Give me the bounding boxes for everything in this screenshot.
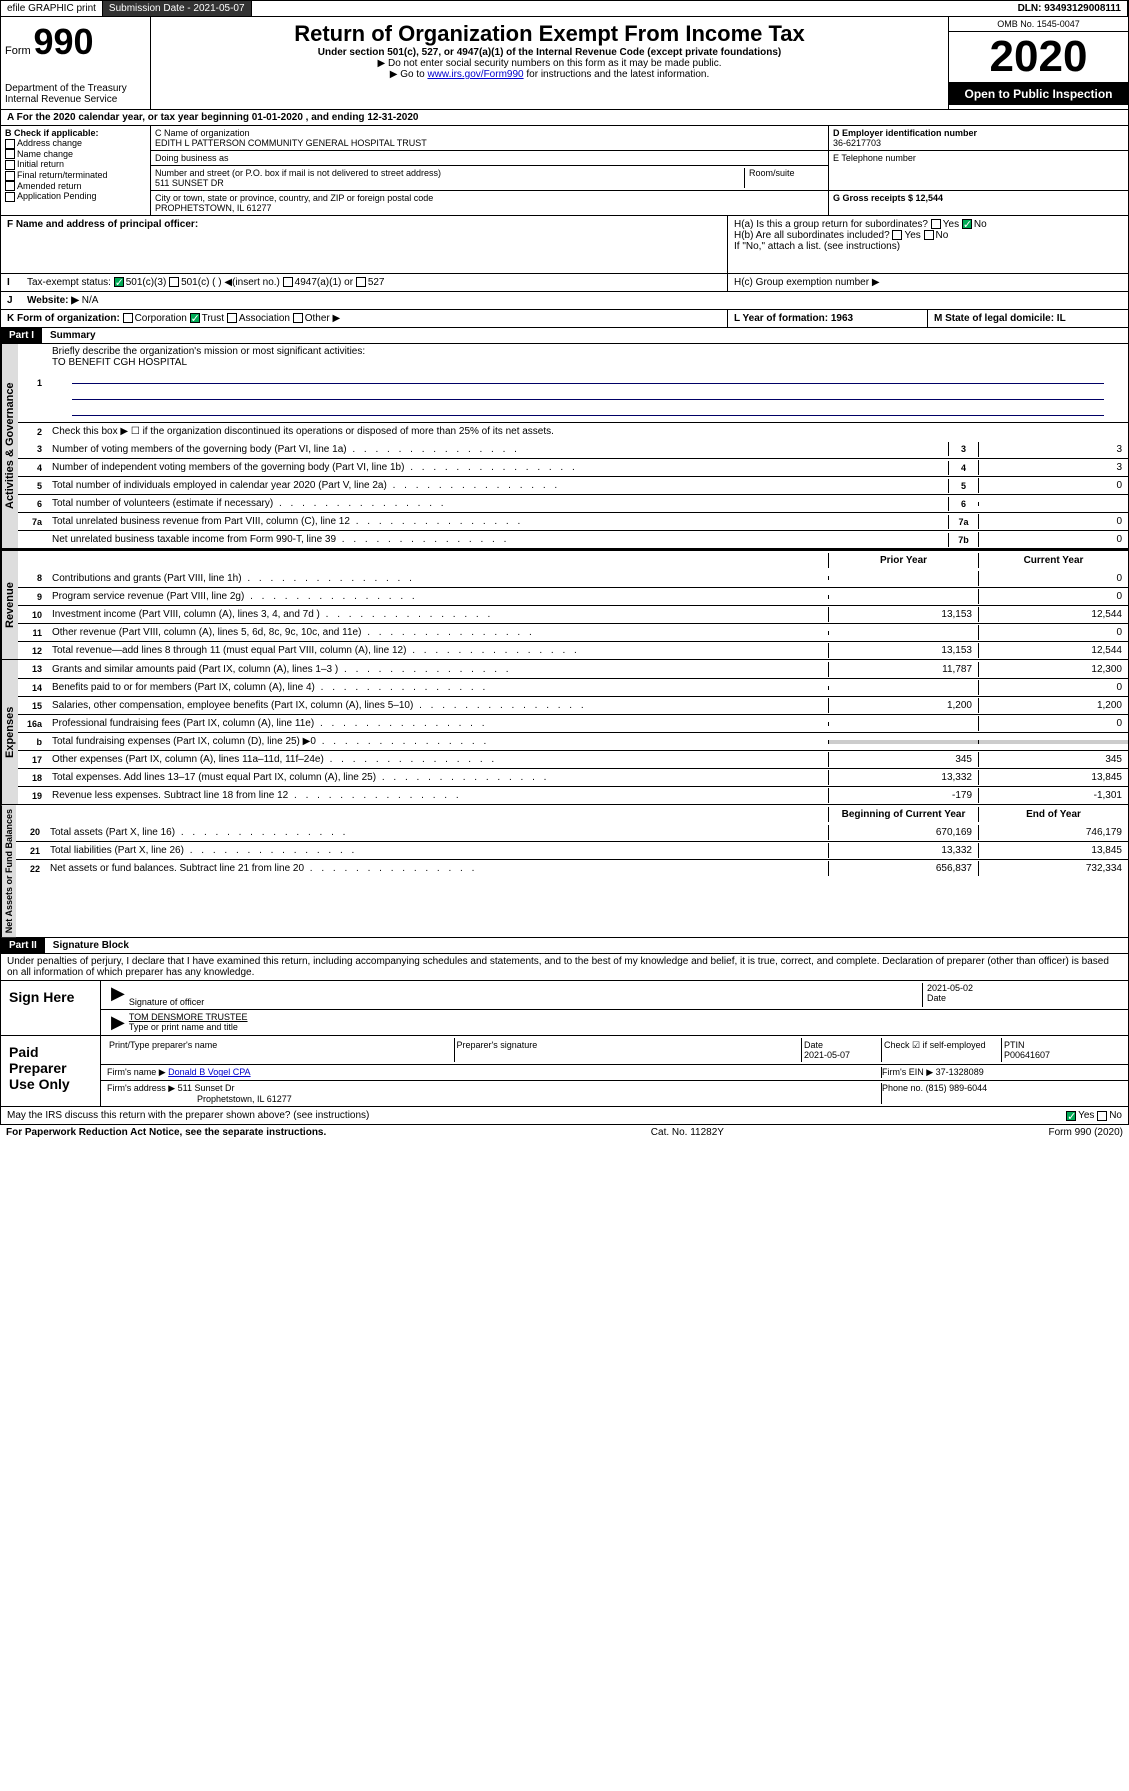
gov-line-7a: 7a Total unrelated business revenue from… (18, 512, 1128, 530)
line-10: 10 Investment income (Part VIII, column … (18, 605, 1128, 623)
part1-header: Part I Summary (0, 328, 1129, 344)
row-i: I Tax-exempt status: 501(c)(3) 501(c) ( … (0, 274, 1129, 292)
efile-label[interactable]: efile GRAPHIC print (1, 1, 103, 16)
main-title: Return of Organization Exempt From Incom… (155, 21, 944, 47)
info-grid: B Check if applicable: Address change Na… (0, 126, 1129, 216)
line-13: 13 Grants and similar amounts paid (Part… (18, 660, 1128, 678)
irs-link[interactable]: www.irs.gov/Form990 (427, 69, 523, 80)
line-12: 12 Total revenue—add lines 8 through 11 … (18, 641, 1128, 659)
vert-revenue: Revenue (1, 551, 18, 659)
netassets-section: Net Assets or Fund Balances Beginning of… (0, 805, 1129, 938)
line-14: 14 Benefits paid to or for members (Part… (18, 678, 1128, 696)
note-goto: ▶ Go to www.irs.gov/Form990 for instruct… (155, 69, 944, 80)
dln: DLN: 93493129008111 (1012, 1, 1128, 16)
sign-here-label: Sign Here (1, 981, 101, 1035)
line-22: 22 Net assets or fund balances. Subtract… (16, 859, 1128, 877)
website-value: N/A (82, 295, 99, 306)
ptin-value: P00641607 (1004, 1050, 1050, 1060)
footer: For Paperwork Reduction Act Notice, see … (0, 1125, 1129, 1140)
box-hb-note: If "No," attach a list. (see instruction… (734, 241, 1122, 252)
gov-line-5: 5 Total number of individuals employed i… (18, 476, 1128, 494)
line-11: 11 Other revenue (Part VIII, column (A),… (18, 623, 1128, 641)
box-b: B Check if applicable: Address change Na… (1, 126, 151, 215)
note-ssn: ▶ Do not enter social security numbers o… (155, 58, 944, 69)
part1-body: Activities & Governance 1 Briefly descri… (0, 344, 1129, 549)
section-a: A For the 2020 calendar year, or tax yea… (0, 110, 1129, 126)
box-ha: H(a) Is this a group return for subordin… (734, 219, 1122, 230)
city-label: City or town, state or province, country… (155, 193, 824, 203)
street-address: 511 SUNSET DR (155, 178, 744, 188)
form-header: Form 990 Department of the Treasury Inte… (0, 17, 1129, 110)
phone-label: E Telephone number (829, 151, 1128, 191)
vert-netassets: Net Assets or Fund Balances (1, 805, 16, 937)
ein-label: D Employer identification number (833, 128, 1124, 138)
subtitle: Under section 501(c), 527, or 4947(a)(1)… (155, 47, 944, 58)
submission-date[interactable]: Submission Date - 2021-05-07 (103, 1, 252, 16)
gross-receipts: G Gross receipts $ 12,544 (829, 191, 1128, 205)
paid-preparer-block: Paid Preparer Use Only Print/Type prepar… (0, 1036, 1129, 1107)
tax-year: 2020 (949, 32, 1128, 83)
ein-value: 36-6217703 (833, 138, 1124, 148)
row-klm: K Form of organization: Corporation Trus… (0, 310, 1129, 328)
sign-here-block: Sign Here ▶ Signature of officer 2021-05… (0, 981, 1129, 1036)
open-public: Open to Public Inspection (949, 83, 1128, 105)
box-hc: H(c) Group exemption number ▶ (728, 274, 1128, 291)
gov-line-6: 6 Total number of volunteers (estimate i… (18, 494, 1128, 512)
line-8: 8 Contributions and grants (Part VIII, l… (18, 569, 1128, 587)
gov-line-3: 3 Number of voting members of the govern… (18, 440, 1128, 458)
form-label: Form (5, 45, 31, 57)
mission-text: TO BENEFIT CGH HOSPITAL (52, 357, 1124, 368)
row-fh: F Name and address of principal officer:… (0, 216, 1129, 274)
line-19: 19 Revenue less expenses. Subtract line … (18, 786, 1128, 804)
room-suite: Room/suite (744, 168, 824, 188)
line-b: b Total fundraising expenses (Part IX, c… (18, 732, 1128, 750)
expenses-section: Expenses 13 Grants and similar amounts p… (0, 660, 1129, 805)
line-18: 18 Total expenses. Add lines 13–17 (must… (18, 768, 1128, 786)
vert-governance: Activities & Governance (1, 344, 18, 548)
org-name: EDITH L PATTERSON COMMUNITY GENERAL HOSP… (155, 138, 824, 148)
line-15: 15 Salaries, other compensation, employe… (18, 696, 1128, 714)
box-f: F Name and address of principal officer: (7, 219, 721, 230)
line-17: 17 Other expenses (Part IX, column (A), … (18, 750, 1128, 768)
dept-label: Department of the Treasury Internal Reve… (5, 83, 146, 105)
arrow-icon: ▶ (107, 983, 129, 1007)
line-20: 20 Total assets (Part X, line 16) 670,16… (16, 823, 1128, 841)
top-bar: efile GRAPHIC print Submission Date - 20… (0, 0, 1129, 17)
part2-header: Part II Signature Block (0, 938, 1129, 954)
firm-name[interactable]: Donald B Vogel CPA (168, 1067, 250, 1077)
paid-preparer-label: Paid Preparer Use Only (1, 1036, 101, 1106)
state-domicile: M State of legal domicile: IL (928, 310, 1128, 327)
form-number: 990 (33, 21, 93, 62)
line-9: 9 Program service revenue (Part VIII, li… (18, 587, 1128, 605)
arrow-icon: ▶ (107, 1012, 129, 1033)
year-formation: L Year of formation: 1963 (728, 310, 928, 327)
line-21: 21 Total liabilities (Part X, line 26) 1… (16, 841, 1128, 859)
gov-line-7b: Net unrelated business taxable income fr… (18, 530, 1128, 548)
officer-name: TOM DENSMORE TRUSTEE (129, 1012, 1122, 1022)
addr-label: Number and street (or P.O. box if mail i… (155, 168, 744, 178)
line-16a: 16a Professional fundraising fees (Part … (18, 714, 1128, 732)
discuss-row: May the IRS discuss this return with the… (0, 1107, 1129, 1125)
gov-line-4: 4 Number of independent voting members o… (18, 458, 1128, 476)
dba-label: Doing business as (151, 151, 828, 166)
vert-expenses: Expenses (1, 660, 18, 804)
box-hb: H(b) Are all subordinates included? Yes … (734, 230, 1122, 241)
org-name-label: C Name of organization (155, 128, 824, 138)
omb-number: OMB No. 1545-0047 (949, 17, 1128, 32)
row-j: J Website: ▶ N/A (0, 292, 1129, 310)
col-headers: Revenue Prior Year Current Year 8 Contri… (0, 549, 1129, 660)
perjury-text: Under penalties of perjury, I declare th… (0, 954, 1129, 981)
city-value: PROPHETSTOWN, IL 61277 (155, 203, 824, 213)
